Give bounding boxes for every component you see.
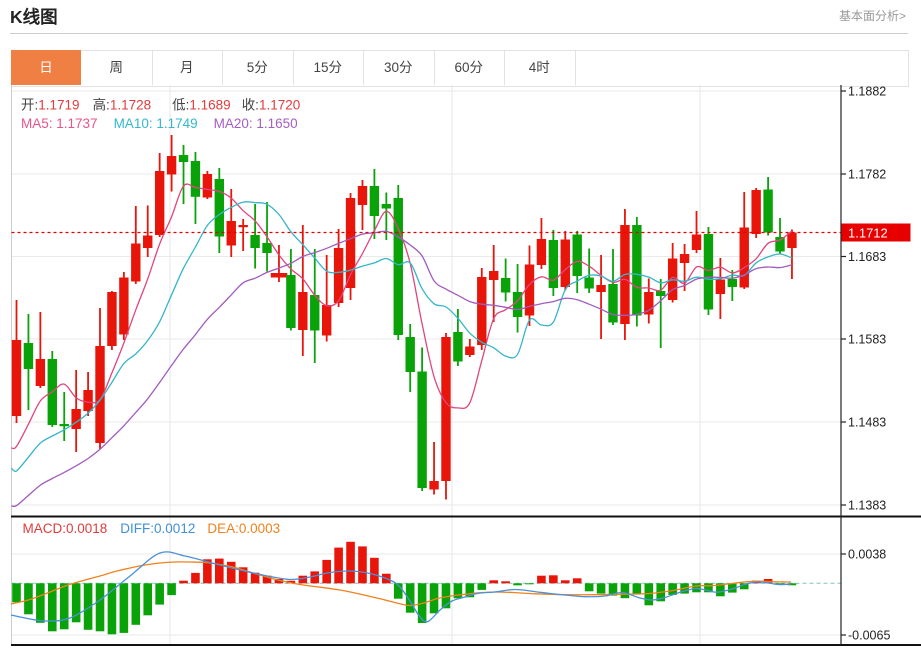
- svg-text:1.1483: 1.1483: [848, 416, 886, 430]
- svg-text:1.1383: 1.1383: [848, 499, 886, 513]
- svg-text:-0.0065: -0.0065: [848, 629, 890, 643]
- svg-text:1.1583: 1.1583: [848, 333, 886, 347]
- svg-text:1.1712: 1.1712: [848, 226, 888, 241]
- svg-text:0.0038: 0.0038: [848, 548, 886, 562]
- svg-text:1.1683: 1.1683: [848, 250, 886, 264]
- svg-text:1.1882: 1.1882: [848, 85, 886, 99]
- svg-text:1.1782: 1.1782: [848, 168, 886, 182]
